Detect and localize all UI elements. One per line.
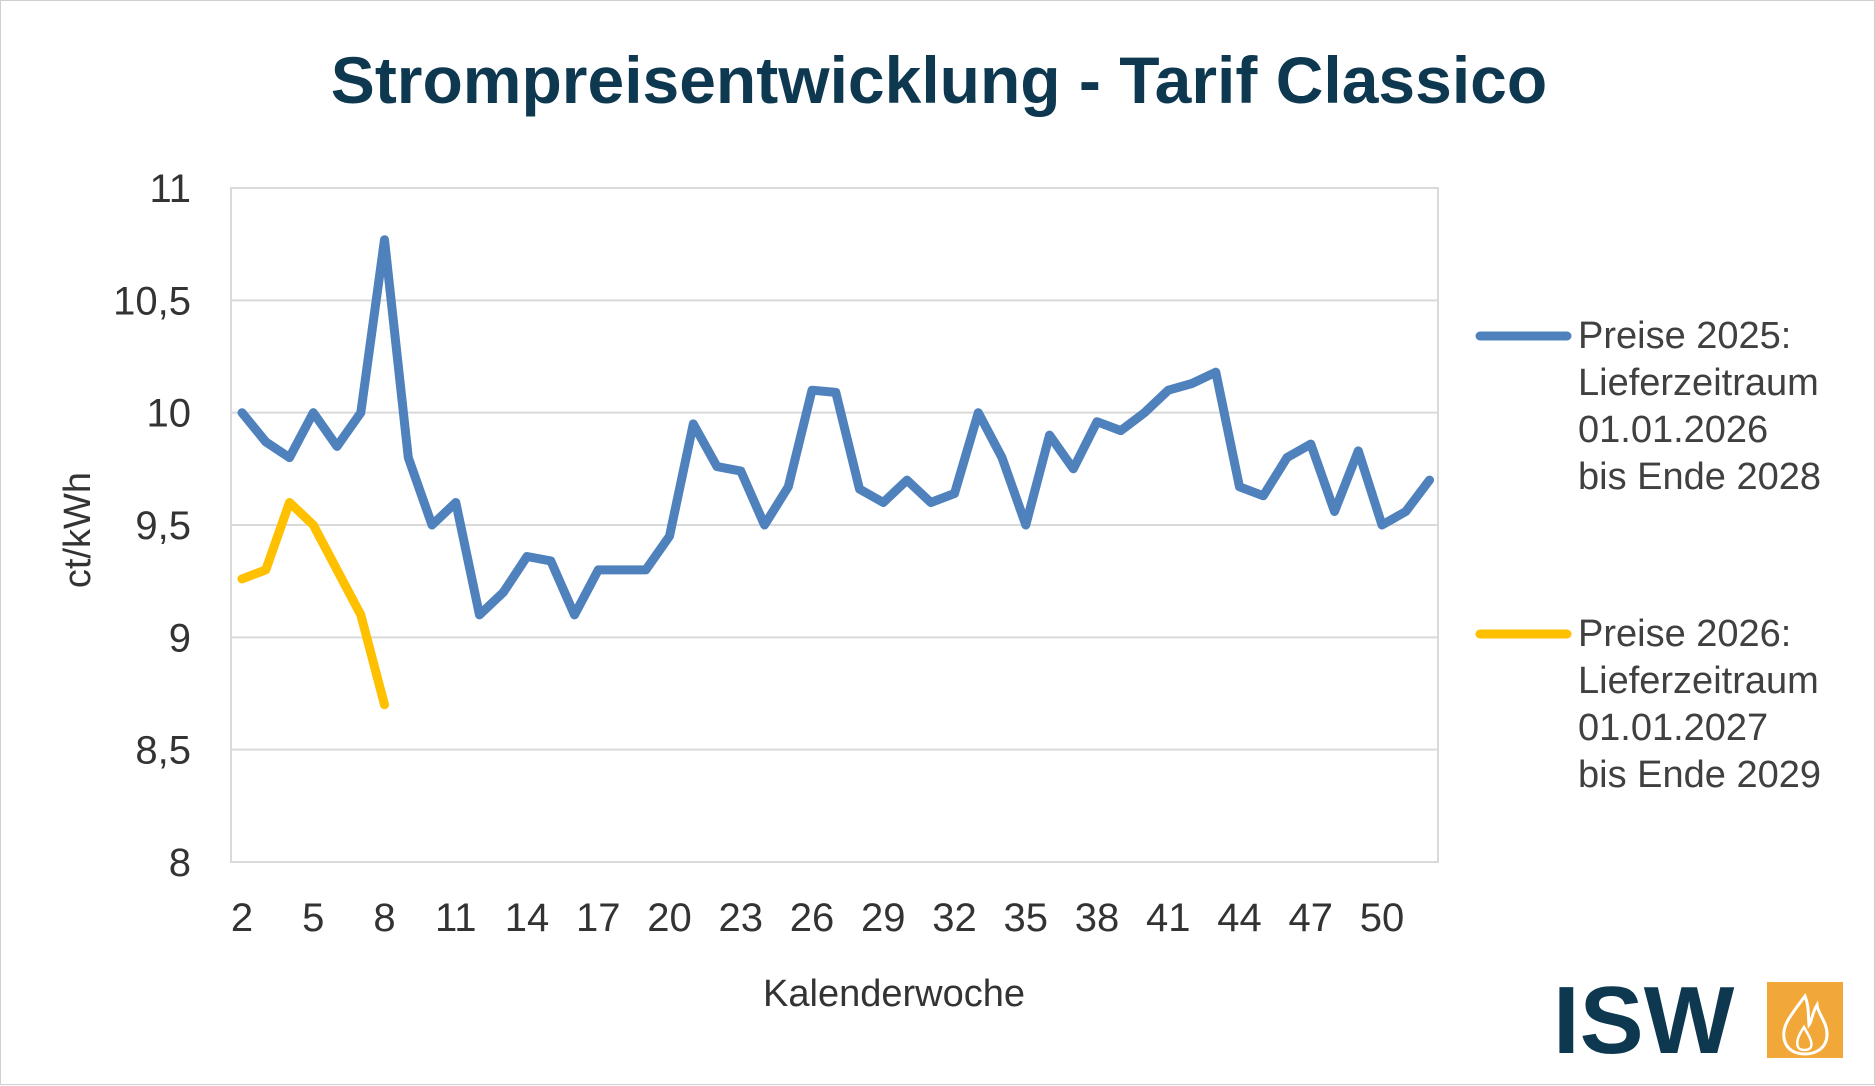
flame-icon [1767, 982, 1843, 1058]
legend-label: Lieferzeitraum [1578, 362, 1819, 404]
x-tick-label: 11 [435, 896, 477, 940]
x-tick-label: 32 [932, 896, 977, 940]
isw-logo: ISW [1553, 967, 1843, 1074]
series-line-2 [237, 498, 389, 710]
y-tick-label: 8,5 [135, 729, 191, 773]
x-tick-label: 41 [1146, 896, 1191, 940]
y-tick-label: 11 [149, 167, 191, 211]
x-tick-label: 2 [231, 896, 253, 940]
x-tick-label: 38 [1075, 896, 1120, 940]
x-tick-label: 29 [861, 896, 906, 940]
x-tick-label: 35 [1004, 896, 1049, 940]
series-group [237, 235, 1434, 710]
x-tick-label: 20 [647, 896, 692, 940]
plot-area [230, 187, 1439, 863]
x-tick-label: 26 [790, 896, 835, 940]
legend-label: Lieferzeitraum [1578, 660, 1819, 702]
legend-label: Preise 2026: [1578, 613, 1791, 655]
x-axis-label: Kalenderwoche [763, 973, 1025, 1015]
y-tick-label: 8 [169, 841, 191, 885]
legend-label: bis Ende 2029 [1578, 754, 1821, 796]
grid-lines [231, 187, 1438, 863]
y-tick-label: 10 [147, 392, 192, 436]
x-tick-label: 50 [1360, 896, 1405, 940]
y-axis-label: ct/kWh [57, 472, 99, 588]
legend: Preise 2025: Lieferzeitraum 01.01.2026 bis … [1475, 315, 1821, 796]
series-line-1 [237, 235, 1434, 620]
legend-label: 01.01.2026 [1578, 409, 1768, 451]
y-tick-label: 9 [169, 616, 191, 660]
x-tick-label: 14 [505, 896, 550, 940]
x-tick-label: 5 [302, 896, 324, 940]
legend-label: Preise 2025: [1578, 315, 1791, 357]
x-axis-ticks: 2 5 8 11 14 17 20 23 26 29 32 35 38 41 44 47 50 [231, 896, 1404, 940]
y-tick-label: 10,5 [113, 279, 191, 323]
legend-label: bis Ende 2028 [1578, 456, 1821, 498]
x-tick-label: 23 [719, 896, 764, 940]
legend-item-1: Preise 2025: Lieferzeitraum 01.01.2026 bis … [1475, 315, 1821, 498]
legend-label: 01.01.2027 [1578, 707, 1768, 749]
y-tick-label: 9,5 [135, 504, 191, 548]
logo-text: ISW [1553, 967, 1735, 1074]
x-tick-label: 17 [576, 896, 621, 940]
chart-title: Strompreisentwicklung - Tarif Classico [331, 43, 1547, 117]
x-tick-label: 8 [373, 896, 395, 940]
x-tick-label: 47 [1289, 896, 1334, 940]
legend-item-2: Preise 2026: Lieferzeitraum 01.01.2027 bis … [1475, 613, 1821, 796]
x-tick-label: 44 [1217, 896, 1262, 940]
y-axis-ticks: 8 8,5 9 9,5 10 10,5 11 [113, 167, 191, 885]
